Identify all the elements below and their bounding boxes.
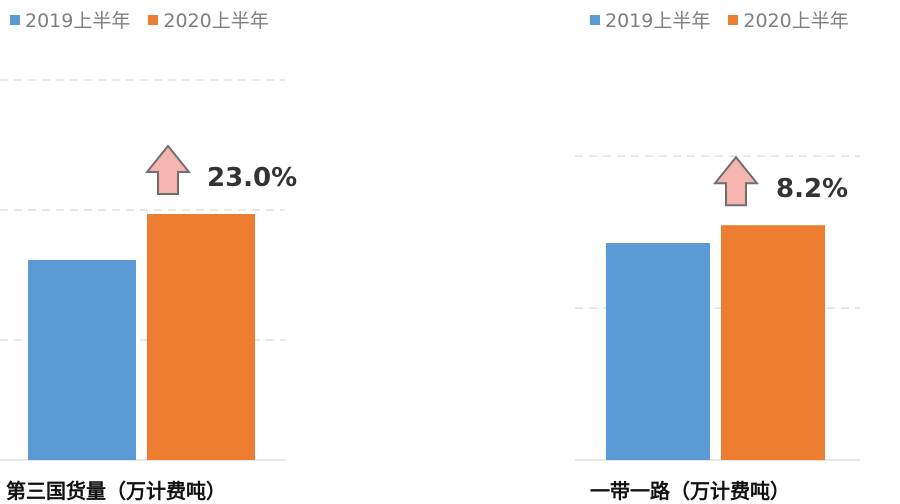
x-axis-label: 一带一路（万计费吨）	[590, 479, 790, 503]
x-axis-label: 第三国货量（万计费吨）	[6, 479, 226, 503]
legend-label-2019: 2019上半年	[605, 10, 711, 32]
legend: 2019上半年 2020上半年	[590, 6, 849, 33]
growth-arrow-icon	[712, 155, 760, 207]
bar-2020上半年	[147, 214, 255, 460]
legend-label-2019: 2019上半年	[25, 10, 131, 32]
legend-item-2020: 2020上半年	[728, 6, 849, 33]
legend: 2019上半年 2020上半年	[10, 6, 269, 33]
chart-plot-area: 23.0%	[0, 79, 297, 461]
bar-2020上半年	[721, 225, 825, 460]
bar-2019上半年	[606, 243, 710, 460]
chart-belt-road: 2019上半年 2020上半年 8.2% 一带一路（万计费吨）	[450, 0, 900, 504]
growth-label: 23.0%	[207, 163, 297, 193]
chart-plot-area: 8.2%	[575, 155, 860, 461]
growth-arrow-icon	[144, 144, 192, 195]
legend-item-2019: 2019上半年	[590, 6, 710, 33]
legend-swatch-2020	[728, 14, 739, 25]
legend-swatch-2020	[148, 14, 159, 25]
growth-label: 8.2%	[776, 174, 848, 204]
legend-label-2020: 2020上半年	[163, 10, 269, 32]
bar-2019上半年	[28, 260, 136, 460]
chart-third-country: 2019上半年 2020上半年 23.0% 第三国货量（万计费吨）	[0, 6, 297, 503]
legend-swatch-2019	[10, 14, 20, 25]
legend-item-2020: 2020上半年	[148, 6, 269, 33]
legend-label-2020: 2020上半年	[743, 10, 849, 32]
legend-swatch-2019	[590, 14, 600, 25]
legend-item-2019: 2019上半年	[10, 6, 130, 33]
